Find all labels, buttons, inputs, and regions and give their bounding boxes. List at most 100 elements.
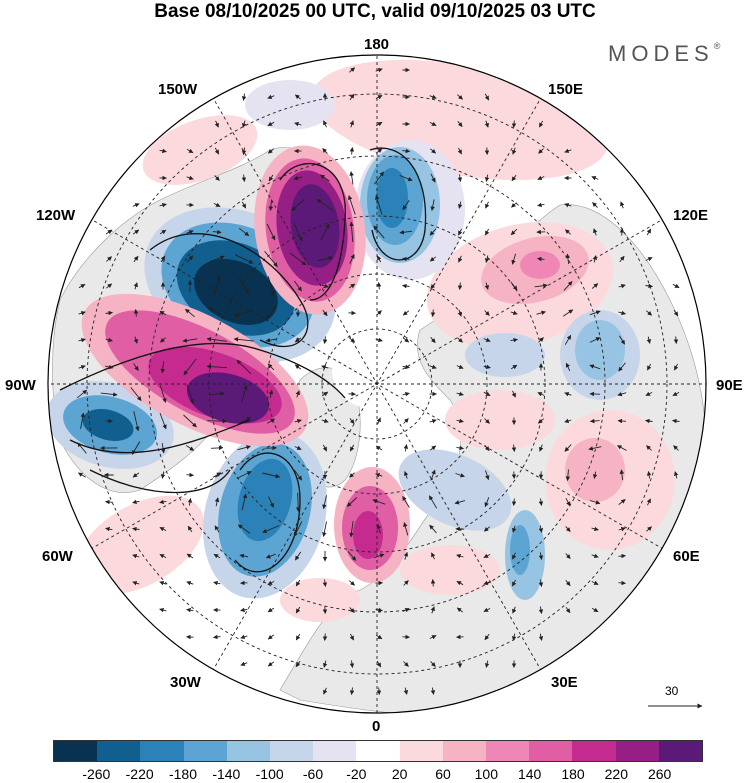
wind-vector — [454, 500, 466, 505]
positive-anomaly — [76, 495, 204, 595]
wind-vector — [456, 553, 464, 559]
wind-vector — [160, 361, 166, 374]
wind-vector — [402, 391, 410, 397]
wind-vector — [187, 525, 193, 533]
wind-vector — [591, 553, 599, 558]
colorbar-swatch — [54, 741, 98, 761]
wind-vector — [456, 418, 464, 424]
wind-vector — [374, 171, 384, 185]
colorbar-swatch — [313, 741, 357, 761]
wind-vector — [78, 311, 86, 316]
wind-vector — [565, 469, 571, 482]
wind-vector — [348, 337, 356, 343]
lon-label-150e: 150E — [548, 81, 584, 98]
wind-vector — [402, 608, 410, 613]
positive-anomaly — [565, 438, 625, 502]
wind-vector — [618, 284, 626, 289]
wind-vector — [564, 334, 572, 345]
wind-vector — [538, 498, 544, 506]
wind-vector — [186, 148, 194, 154]
wind-vector — [159, 229, 167, 235]
wind-vector — [323, 687, 328, 695]
wind-vector — [402, 496, 410, 508]
wind-vector — [511, 444, 517, 452]
positive-anomaly — [290, 184, 340, 268]
wind-vector — [376, 524, 381, 534]
positive-anomaly — [400, 545, 500, 595]
wind-vector — [402, 256, 410, 262]
wind-vector — [349, 444, 355, 452]
wind-vector — [430, 148, 437, 154]
wind-vector — [645, 283, 653, 289]
wind-vector — [375, 634, 383, 640]
wind-vector — [402, 148, 411, 154]
meridian-line — [88, 217, 666, 551]
wind-vector — [294, 121, 302, 127]
wind-vector — [565, 362, 571, 372]
latitude-circle — [86, 93, 668, 675]
wind-vector — [241, 174, 247, 182]
registered-mark: ® — [713, 41, 721, 51]
wind-vector — [211, 445, 224, 451]
wind-vector — [511, 174, 517, 182]
wind-vector — [349, 171, 354, 185]
wind-vector — [268, 496, 274, 508]
wind-vector — [430, 469, 436, 481]
wind-vector — [294, 551, 302, 561]
wind-vector — [106, 256, 112, 262]
wind-vector — [645, 391, 653, 396]
wind-vector — [349, 67, 356, 73]
wind-vector — [645, 257, 653, 262]
wind-vector — [234, 309, 254, 317]
wind-vector — [373, 225, 385, 239]
wind-vector — [672, 418, 680, 424]
wind-vector — [214, 497, 220, 507]
wind-vector — [132, 203, 140, 208]
wind-vector — [186, 553, 194, 559]
contour-line — [89, 469, 231, 494]
wind-vector — [511, 633, 517, 641]
wind-vector — [214, 175, 220, 181]
wind-vector — [457, 147, 462, 155]
wind-vector — [105, 310, 113, 316]
wind-vector — [564, 148, 572, 153]
wind-vector — [483, 337, 491, 342]
pole-area — [332, 332, 408, 408]
wind-vector — [321, 283, 329, 289]
wind-vector — [267, 121, 275, 127]
wind-vector — [483, 391, 491, 397]
wind-vector — [105, 229, 113, 235]
wind-vector — [293, 175, 303, 181]
wind-vector — [183, 414, 197, 428]
colorbar-tick-label: -140 — [212, 766, 241, 782]
wind-vector — [268, 199, 274, 211]
wind-vector — [403, 418, 409, 424]
wind-vector — [241, 120, 247, 128]
wind-vector — [322, 309, 328, 317]
wind-vector — [236, 359, 252, 375]
wind-vector — [214, 147, 220, 155]
wind-vector — [213, 202, 221, 207]
wind-vector — [646, 526, 652, 532]
wind-vector — [402, 337, 410, 343]
wind-vector — [375, 95, 383, 100]
wind-vector — [132, 581, 140, 586]
wind-vector — [430, 199, 435, 212]
wind-vector — [132, 229, 140, 235]
colorbar-tick-label: 220 — [604, 766, 629, 782]
colorbar-tick-label: 140 — [517, 766, 542, 782]
wind-vector — [430, 337, 436, 344]
wind-vector — [645, 418, 653, 424]
wind-vector — [512, 579, 517, 587]
wind-vector — [403, 551, 409, 560]
colorbar-swatch — [615, 741, 659, 761]
wind-vector — [618, 310, 626, 316]
wind-vector — [322, 660, 328, 668]
wind-vector — [403, 522, 409, 536]
wind-vector — [618, 335, 626, 345]
wind-vector — [620, 201, 625, 209]
wind-vector — [348, 283, 356, 289]
wind-vector — [160, 443, 166, 454]
wind-vector — [130, 387, 142, 401]
wind-vector — [538, 633, 544, 641]
